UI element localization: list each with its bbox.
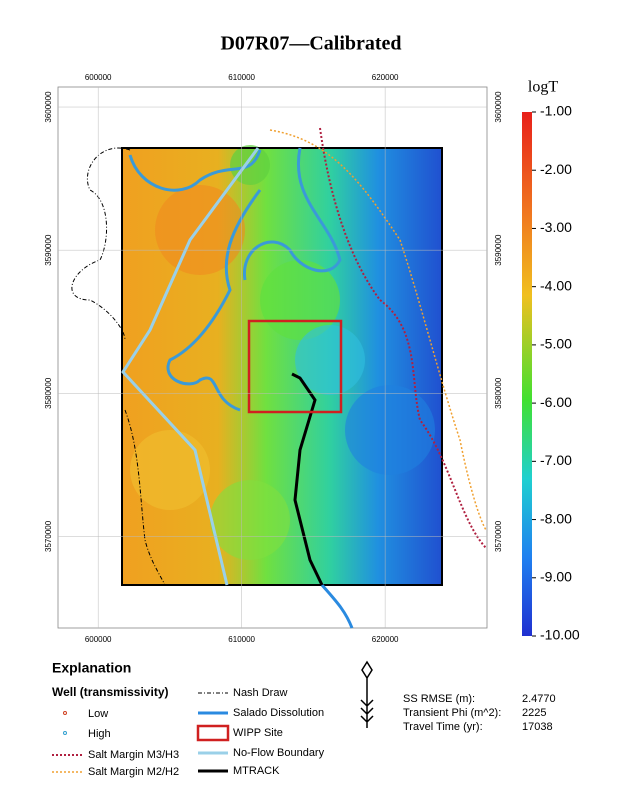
- x-tick-label: 600000: [85, 635, 112, 644]
- y-tick-label: 3590000: [494, 234, 503, 266]
- colorbar-tick-label: -4.00: [540, 277, 572, 293]
- x-tick-label: 620000: [372, 635, 399, 644]
- colorbar-label: logT: [528, 79, 558, 96]
- legend-label: High: [88, 728, 111, 740]
- legend-label: WIPP Site: [233, 727, 283, 739]
- stat-label: Transient Phi (m^2):: [403, 707, 501, 719]
- legend-heading: Explanation: [52, 660, 131, 676]
- y-tick-label: 3570000: [494, 520, 503, 552]
- legend-label: Salado Dissolution: [233, 707, 324, 719]
- colorbar-tick-label: -1.00: [540, 103, 572, 119]
- colorbar-tick-label: -10.00: [540, 627, 580, 643]
- title: D07R07—Calibrated: [220, 33, 401, 55]
- x-tick-label: 620000: [372, 73, 399, 82]
- colorbar-tick-label: -9.00: [540, 568, 572, 584]
- legend-label: Salt Margin M2/H2: [88, 766, 179, 778]
- map-lines: [71, 127, 487, 629]
- y-tick-label: 3580000: [44, 377, 53, 409]
- stat-value: 2225: [522, 707, 546, 719]
- y-tick-label: 3570000: [44, 520, 53, 552]
- y-tick-label: 3600000: [494, 91, 503, 123]
- legend-label: MTRACK: [233, 765, 280, 777]
- colorbar-tick-label: -8.00: [540, 510, 572, 526]
- legend-label: Salt Margin M3/H3: [88, 749, 179, 761]
- x-tick-label: 610000: [228, 73, 255, 82]
- legend-label: No-Flow Boundary: [233, 747, 325, 759]
- colorbar-tick-label: -3.00: [540, 219, 572, 235]
- colorbar: [522, 112, 532, 636]
- legend-label: Low: [88, 708, 108, 720]
- colorbar-tick-label: -7.00: [540, 452, 572, 468]
- stat-value: 2.4770: [522, 693, 556, 705]
- stat-label: Travel Time (yr):: [403, 721, 483, 733]
- stat-value: 17038: [522, 721, 553, 733]
- legend-subheading: Well (transmissivity): [52, 685, 168, 699]
- colorbar-tick-label: -6.00: [540, 394, 572, 410]
- legend-symbols: [52, 660, 374, 773]
- x-tick-label: 610000: [228, 635, 255, 644]
- y-tick-label: 3580000: [494, 377, 503, 409]
- stat-label: SS RMSE (m):: [403, 693, 475, 705]
- x-tick-label: 600000: [85, 73, 112, 82]
- field: [121, 145, 443, 586]
- legend-label: Nash Draw: [233, 687, 287, 699]
- colorbar-tick-label: -2.00: [540, 161, 572, 177]
- y-tick-label: 3600000: [44, 91, 53, 123]
- colorbar-tick-label: -5.00: [540, 336, 572, 352]
- y-tick-label: 3590000: [44, 234, 53, 266]
